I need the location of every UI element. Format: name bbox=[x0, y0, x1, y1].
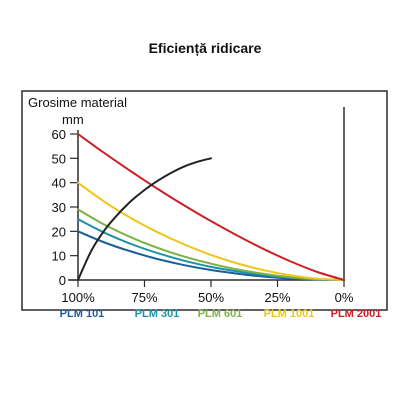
x-tick-label: 0% bbox=[335, 290, 354, 305]
x-tick-label: 50% bbox=[198, 290, 224, 305]
chart-title: Eficiență ridicare bbox=[148, 40, 262, 56]
y-axis-label: Grosime material bbox=[28, 95, 127, 110]
legend-item-plm-301: PLM 301 bbox=[135, 308, 180, 320]
x-tick-labels: 100% 75% 50% 25% 0% bbox=[61, 280, 354, 305]
legend-item-plm-2001: PLM 2001 bbox=[331, 308, 382, 320]
x-tick-label: 100% bbox=[61, 290, 95, 305]
series-group bbox=[77, 133, 345, 281]
y-tick-label: 20 bbox=[52, 224, 66, 239]
plot-frame bbox=[21, 90, 388, 311]
legend-item-plm-101: PLM 101 bbox=[60, 308, 105, 320]
x-tick-label: 75% bbox=[131, 290, 157, 305]
y-tick-label: 50 bbox=[52, 151, 66, 166]
y-tick-label: 10 bbox=[52, 249, 66, 264]
y-tick-label: 40 bbox=[52, 176, 66, 191]
series-line-plm-601 bbox=[77, 208, 345, 281]
legend-item-plm-601: PLM 601 bbox=[198, 308, 243, 320]
y-tick-label: 0 bbox=[59, 273, 66, 288]
x-tick-label: 25% bbox=[264, 290, 290, 305]
y-tick-label: 60 bbox=[52, 127, 66, 142]
efficiency-curve-line bbox=[77, 157, 212, 281]
series-line-plm-2001 bbox=[77, 133, 345, 281]
series-line-plm-1001 bbox=[77, 181, 345, 281]
legend: PLM 101 PLM 301 PLM 601 PLM 1001 PLM 2001 bbox=[60, 308, 382, 320]
y-axis-unit: mm bbox=[62, 112, 84, 127]
legend-item-plm-1001: PLM 1001 bbox=[264, 308, 315, 320]
y-tick-label: 30 bbox=[52, 200, 66, 215]
axes: 0 10 20 30 40 50 60 bbox=[52, 107, 345, 288]
